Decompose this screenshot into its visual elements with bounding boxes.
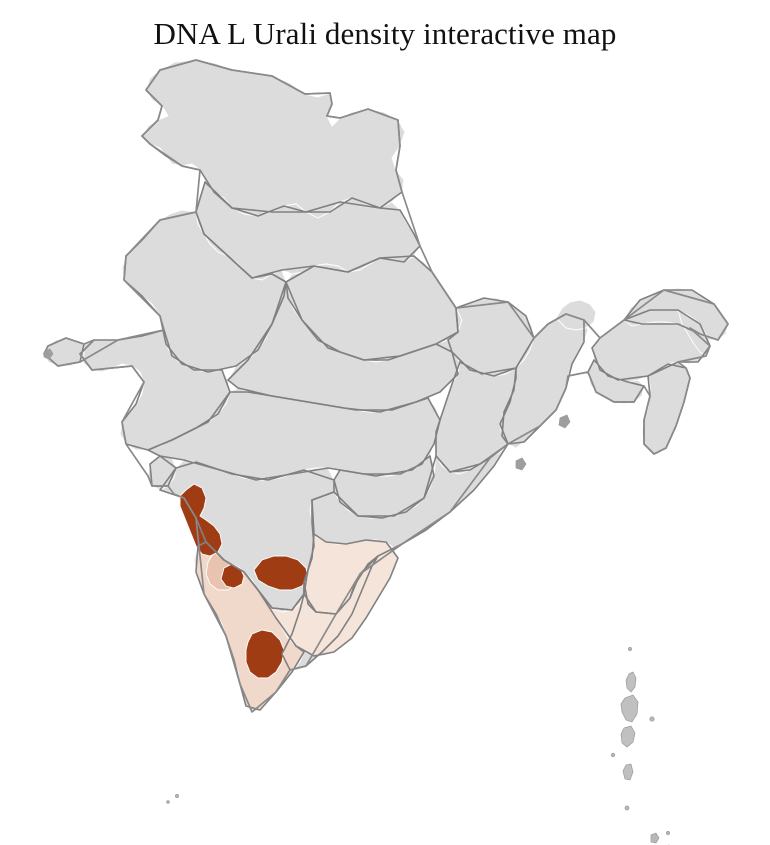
lakshadweep-islands <box>166 794 179 804</box>
islands-layer <box>43 348 670 845</box>
andaman-nicobar-islands <box>610 647 670 845</box>
district-idukki[interactable] <box>245 629 285 679</box>
district-kozhikode-malappuram[interactable] <box>179 483 223 557</box>
district-palakkad[interactable] <box>220 563 245 589</box>
national-outline-layer <box>43 59 729 713</box>
district-coimbatore[interactable] <box>253 555 309 591</box>
choropleth-layer[interactable] <box>179 483 399 713</box>
coastal-enclaves <box>43 348 571 471</box>
india-choropleth-map[interactable] <box>0 52 770 845</box>
page-title: DNA L Urali density interactive map <box>153 16 617 51</box>
